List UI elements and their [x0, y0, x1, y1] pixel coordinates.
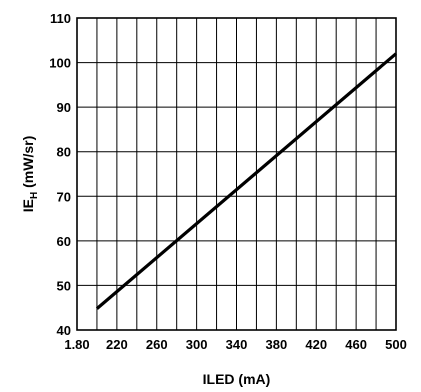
x-tick-label: 1.80	[64, 337, 89, 352]
x-tick-label: 260	[146, 337, 168, 352]
x-tick-label: 340	[226, 337, 248, 352]
x-tick-label: 380	[266, 337, 288, 352]
y-tick-label: 40	[57, 323, 71, 338]
x-tick-label: 220	[106, 337, 128, 352]
y-axis-title: IEH (mW/sr)	[20, 136, 40, 212]
series-line	[95, 52, 398, 310]
plot-frame	[76, 17, 397, 331]
y-axis-title-unit: (mW/sr)	[20, 136, 36, 192]
y-axis-title-subscript: H	[29, 192, 40, 199]
x-tick-labels: 1.80 220 260 300 340 380 420 460 500	[64, 337, 407, 352]
x-tick-label: 460	[345, 337, 367, 352]
x-axis-title: ILED (mA)	[203, 371, 271, 387]
y-tick-label: 110	[50, 11, 71, 26]
x-tick-label: 500	[385, 337, 407, 352]
y-tick-label: 60	[57, 234, 71, 249]
y-tick-label: 50	[57, 278, 71, 293]
x-tick-label: 300	[186, 337, 208, 352]
y-tick-labels: 40 50 60 70 80 90 100 110	[49, 11, 71, 338]
y-tick-label: 100	[49, 56, 71, 71]
y-tick-label: 70	[57, 189, 71, 204]
y-tick-label: 80	[57, 145, 71, 160]
x-tick-label: 420	[305, 337, 327, 352]
series-group	[95, 52, 398, 310]
y-tick-label: 90	[57, 100, 71, 115]
y-axis-title-main: IE	[20, 199, 36, 212]
